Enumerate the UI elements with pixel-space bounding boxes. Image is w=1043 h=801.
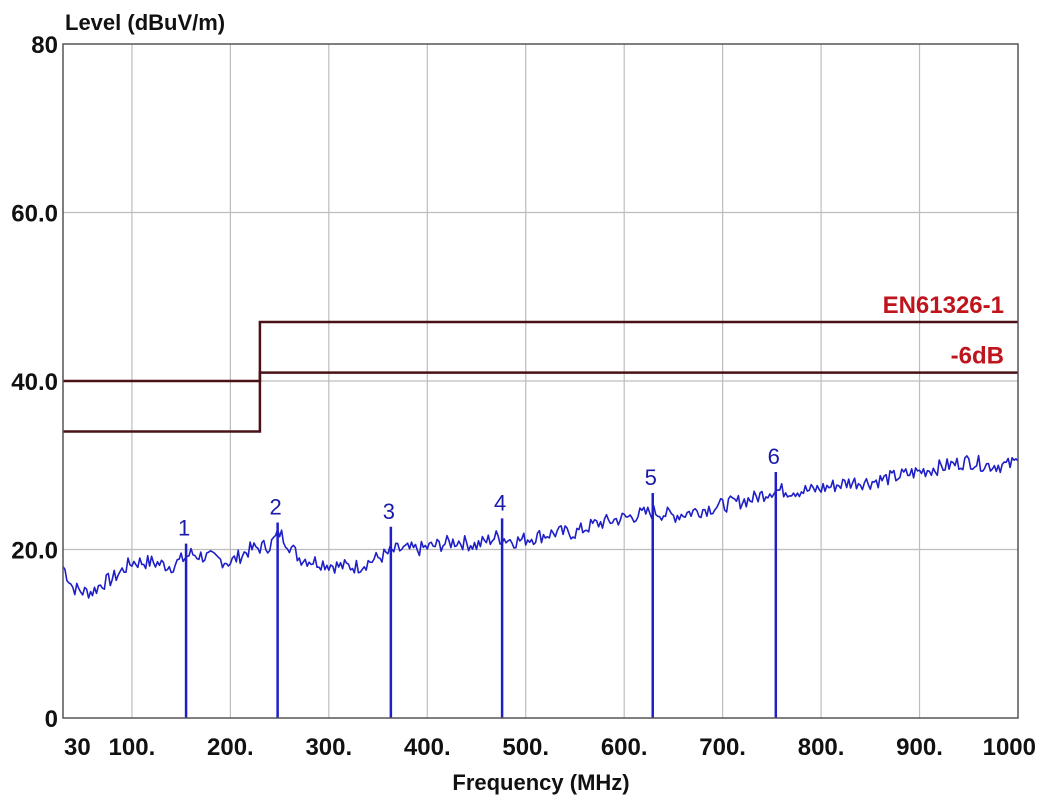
y-tick-label: 0	[45, 706, 58, 733]
limit-line	[63, 371, 1018, 433]
x-tick-label: 700.	[699, 734, 746, 761]
x-tick-label: 1000	[983, 734, 1036, 761]
y-tick-label: 60.0	[11, 201, 58, 228]
y-tick-label: 20.0	[11, 538, 58, 565]
limit-line-label: EN61326-1	[883, 292, 1004, 319]
marker-label: 3	[383, 499, 395, 524]
x-tick-label: 900.	[896, 734, 943, 761]
x-tick-label: 400.	[404, 734, 451, 761]
x-tick-label: 600.	[601, 734, 648, 761]
y-tick-label: 80	[31, 32, 58, 59]
limit-line	[63, 320, 1018, 383]
marker-label: 4	[494, 490, 506, 515]
marker-label: 2	[270, 495, 282, 520]
trace-line	[62, 454, 1019, 599]
x-tick-label: 500.	[502, 734, 549, 761]
marker-label: 6	[768, 444, 780, 469]
x-tick-label: 100.	[109, 734, 156, 761]
y-tick-label: 40.0	[11, 369, 58, 396]
marker-spikes: 1 2 3 4 5 6	[178, 444, 780, 718]
measurement-trace	[62, 454, 1019, 599]
x-tick-label: 200.	[207, 734, 254, 761]
limit-line-label: -6dB	[951, 343, 1004, 370]
x-axis-title: Frequency (MHz)	[452, 770, 629, 795]
marker-label: 5	[645, 465, 657, 490]
tick-labels: 30 100. 200. 300. 400. 500. 600. 700. 800. 900. 10…	[11, 32, 1036, 761]
plot-frame	[62, 43, 1019, 719]
y-axis-title: Level (dBuV/m)	[65, 10, 225, 35]
limit-lines: EN61326-1 -6dB	[63, 292, 1018, 433]
x-tick-label: 300.	[305, 734, 352, 761]
marker-label: 1	[178, 516, 190, 541]
x-tick-label: 800.	[798, 734, 845, 761]
x-tick-label: 30	[64, 734, 91, 761]
